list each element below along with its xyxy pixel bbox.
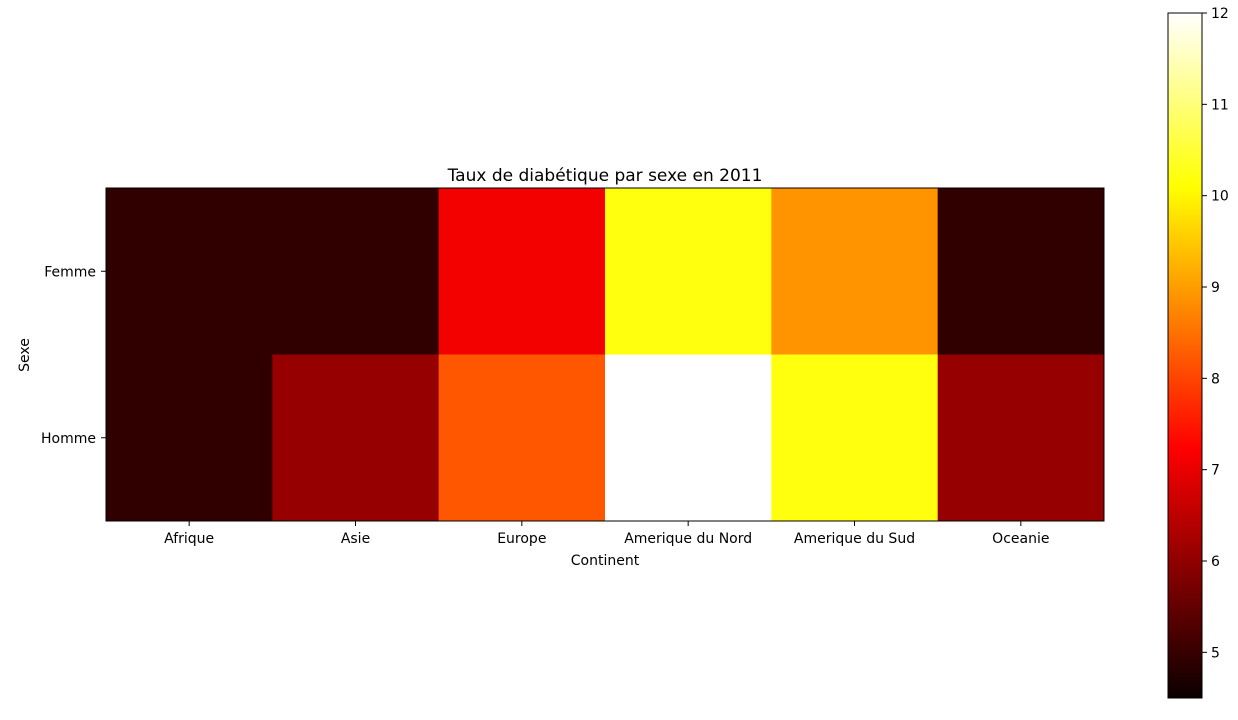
y-tick-label-homme: Homme bbox=[41, 431, 96, 447]
colorbar-ticks: 5 6 7 8 9 10 11 12 bbox=[1202, 6, 1229, 661]
heatmap-cell-femme-afrique bbox=[106, 188, 273, 355]
colorbar-tick-label-9: 9 bbox=[1211, 280, 1220, 296]
x-tick-label-asie: Asie bbox=[341, 531, 370, 547]
colorbar-tick-label-8: 8 bbox=[1211, 371, 1220, 387]
heatmap-cells bbox=[106, 188, 1105, 522]
heatmap-cell-homme-amerique-du-nord bbox=[605, 354, 772, 522]
heatmap-cell-homme-asie bbox=[272, 354, 440, 522]
heatmap-cell-homme-europe bbox=[438, 354, 606, 522]
heatmap-cell-femme-amerique-du-nord bbox=[605, 188, 772, 355]
heatmap-cell-femme-europe bbox=[438, 188, 606, 355]
colorbar-tick-label-7: 7 bbox=[1211, 463, 1220, 479]
heatmap-cell-femme-oceanie bbox=[937, 188, 1105, 355]
plot-frame bbox=[105, 187, 1105, 522]
x-tick-label-amerique-du-nord: Amerique du Nord bbox=[624, 531, 752, 547]
x-axis-ticks: Afrique Asie Europe Amerique du Nord Ameriqu… bbox=[164, 521, 1049, 547]
x-axis-label: Continent bbox=[571, 553, 640, 569]
heatmap-cell-femme-amerique-du-sud bbox=[771, 188, 939, 355]
heatmap-cell-femme-asie bbox=[272, 188, 440, 355]
heatmap-cell-homme-afrique bbox=[106, 354, 273, 522]
x-tick-label-amerique-du-sud: Amerique du Sud bbox=[794, 531, 915, 547]
y-axis-ticks: Femme Homme bbox=[41, 264, 106, 447]
x-tick-label-europe: Europe bbox=[497, 531, 546, 547]
colorbar bbox=[1167, 12, 1203, 699]
x-tick-label-oceanie: Oceanie bbox=[992, 531, 1049, 547]
y-axis-label: Sexe bbox=[17, 338, 33, 372]
colorbar-tick-label-12: 12 bbox=[1211, 6, 1229, 22]
heatmap-cell-homme-oceanie bbox=[937, 354, 1105, 522]
chart-title: Taux de diabétique par sexe en 2011 bbox=[447, 166, 763, 186]
colorbar-tick-label-11: 11 bbox=[1211, 97, 1229, 113]
colorbar-tick-label-6: 6 bbox=[1211, 554, 1220, 570]
heatmap-cell-homme-amerique-du-sud bbox=[771, 354, 939, 522]
colorbar-tick-label-5: 5 bbox=[1211, 645, 1220, 661]
y-tick-label-femme: Femme bbox=[44, 264, 96, 280]
x-tick-label-afrique: Afrique bbox=[164, 531, 214, 547]
colorbar-tick-label-10: 10 bbox=[1211, 189, 1229, 205]
